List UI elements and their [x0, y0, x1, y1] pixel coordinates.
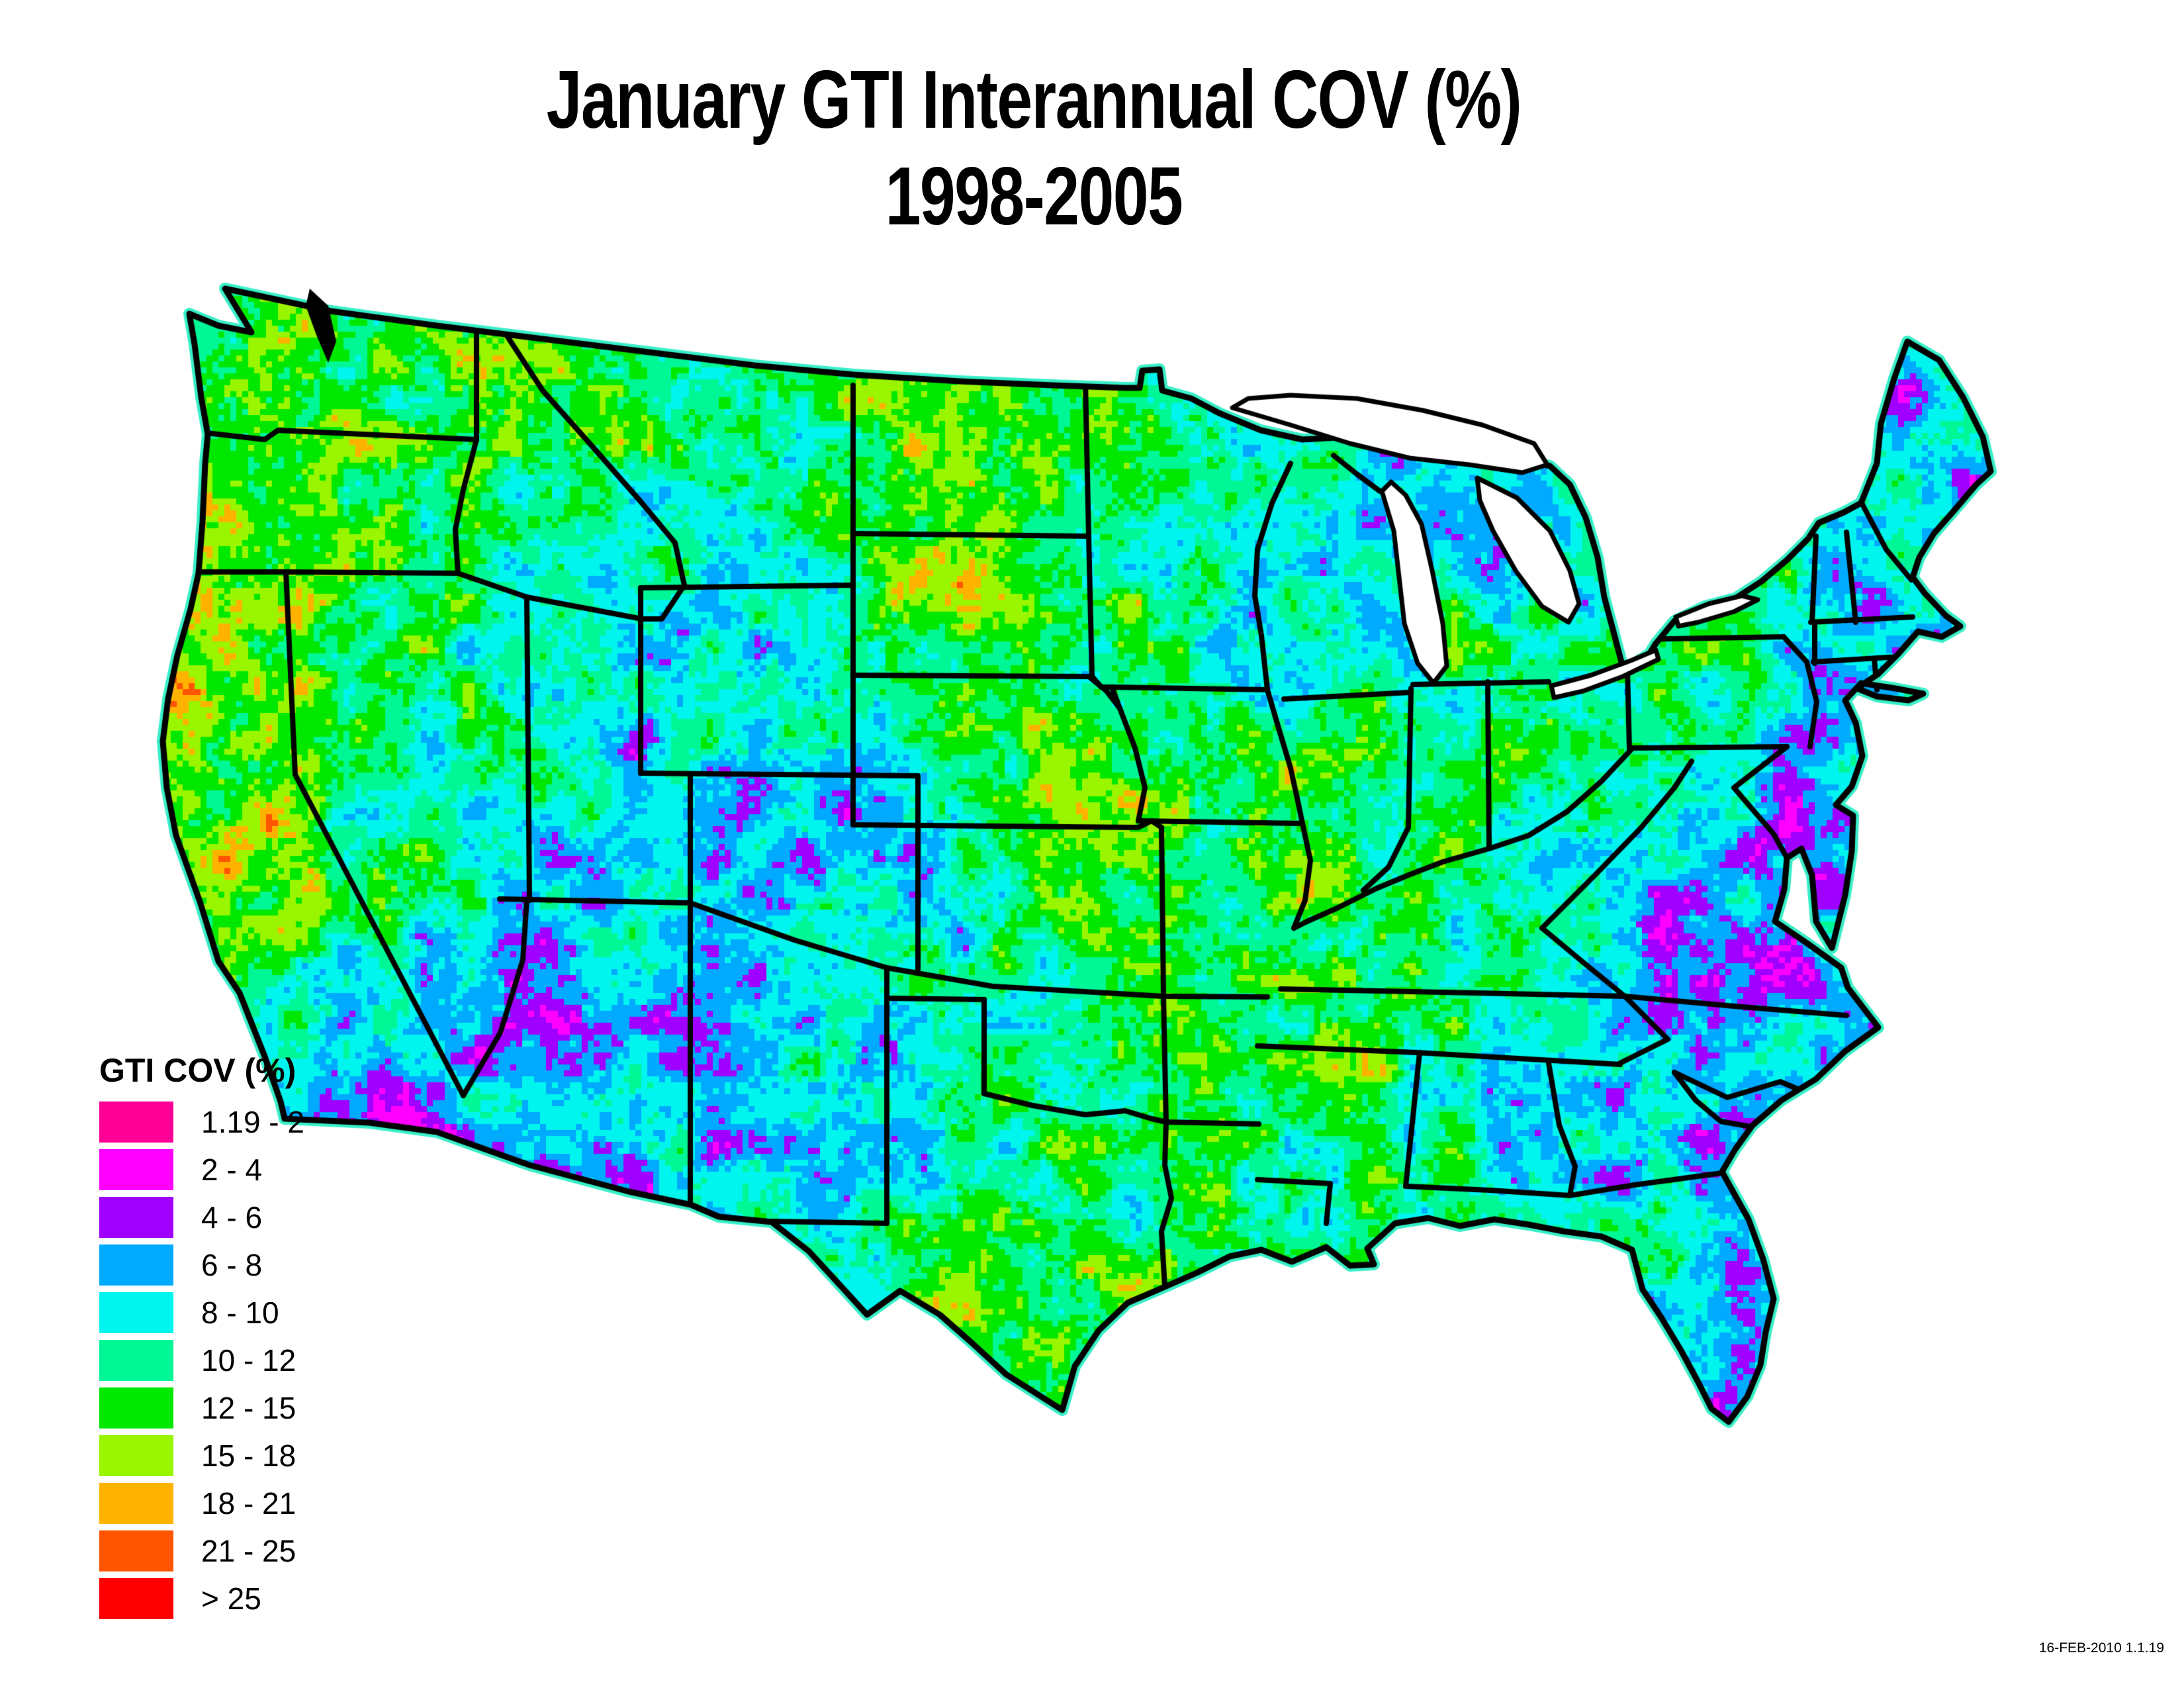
legend-row: 18 - 21 — [99, 1483, 304, 1524]
legend-row: > 25 — [99, 1578, 304, 1619]
legend-row: 21 - 25 — [99, 1530, 304, 1571]
legend-swatch — [99, 1530, 173, 1571]
legend-row: 1.19 - 2 — [99, 1102, 304, 1143]
legend-swatch — [99, 1483, 173, 1524]
legend-row: 15 - 18 — [99, 1435, 304, 1476]
legend-swatch — [99, 1292, 173, 1333]
us-map — [99, 278, 2025, 1509]
legend-swatch — [99, 1435, 173, 1476]
legend-row: 12 - 15 — [99, 1387, 304, 1429]
legend-title: GTI COV (%) — [99, 1052, 296, 1089]
legend-label: 2 - 4 — [201, 1152, 263, 1187]
map-title-line1: January GTI Interannual COV (%) — [546, 54, 1522, 146]
legend-label: 15 - 18 — [201, 1438, 296, 1473]
legend-label: 18 - 21 — [201, 1486, 296, 1521]
legend-swatch — [99, 1340, 173, 1381]
legend-label: 1.19 - 2 — [201, 1105, 304, 1139]
generation-timestamp: 16-FEB-2010 1.1.19 — [2038, 1640, 2164, 1656]
legend-swatch — [99, 1387, 173, 1429]
legend-label: 10 - 12 — [201, 1343, 296, 1378]
legend: GTI COV (%) 1.19 - 2 2 - 4 4 - 6 6 - 8 8 - 1… — [99, 1051, 304, 1626]
legend-swatch — [99, 1102, 173, 1143]
legend-label: 12 - 15 — [201, 1391, 296, 1425]
legend-swatch — [99, 1149, 173, 1190]
legend-row: 4 - 6 — [99, 1197, 304, 1238]
legend-row: 6 - 8 — [99, 1244, 304, 1286]
legend-swatch — [99, 1244, 173, 1286]
legend-rows: 1.19 - 2 2 - 4 4 - 6 6 - 8 8 - 10 10 - 12 12 -… — [99, 1102, 304, 1619]
legend-row: 8 - 10 — [99, 1292, 304, 1333]
legend-swatch — [99, 1578, 173, 1619]
legend-label: 6 - 8 — [201, 1248, 263, 1282]
legend-label: > 25 — [201, 1581, 261, 1616]
legend-label: 8 - 10 — [201, 1295, 279, 1330]
map-title-line2: 1998-2005 — [885, 151, 1183, 243]
legend-label: 4 - 6 — [201, 1200, 263, 1235]
legend-label: 21 - 25 — [201, 1534, 296, 1568]
map-title: January GTI Interannual COV (%) 1998-200… — [0, 52, 2068, 246]
legend-swatch — [99, 1197, 173, 1238]
us-gti-cov-raster-map — [99, 278, 2025, 1509]
legend-row: 2 - 4 — [99, 1149, 304, 1190]
legend-row: 10 - 12 — [99, 1340, 304, 1381]
